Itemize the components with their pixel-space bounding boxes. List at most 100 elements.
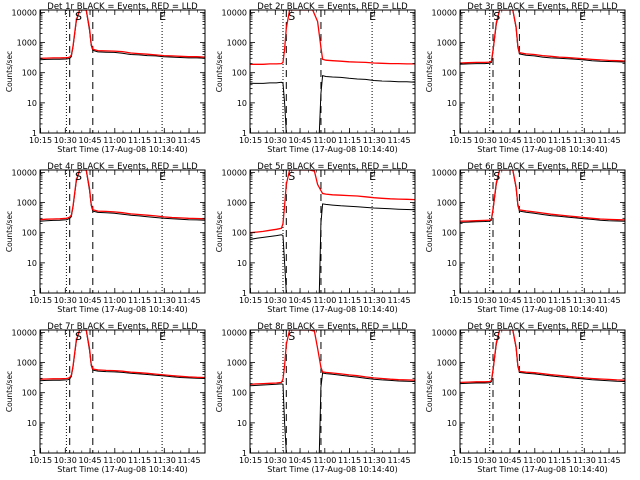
x-tick-label: 10:15	[239, 296, 262, 305]
x-tick-label: 10:15	[29, 296, 52, 305]
x-tick-label: 11:30	[153, 456, 176, 465]
marker-s: S	[288, 10, 295, 23]
x-tick-label: 11:15	[128, 456, 151, 465]
y-tick-label: 1000	[227, 39, 247, 48]
y-tick-label: 10	[237, 259, 247, 268]
panel-title: Det 8r BLACK = Events, RED = LLD	[257, 322, 408, 332]
y-axis-label: Counts/sec	[215, 211, 224, 252]
panel-title: Det 1r BLACK = Events, RED = LLD	[47, 2, 198, 12]
series-group	[460, 330, 625, 385]
series-group	[460, 170, 625, 223]
y-tick-label: 10	[27, 99, 37, 108]
y-axis-label: Counts/sec	[5, 371, 14, 412]
marker-s: S	[493, 10, 500, 23]
x-tick-label: 11:00	[313, 296, 336, 305]
x-tick-label: 11:45	[388, 456, 411, 465]
series-line-lld	[460, 330, 625, 384]
marker-s: S	[75, 330, 82, 343]
marker-s: S	[288, 330, 295, 343]
x-tick-label: 11:15	[548, 456, 571, 465]
panel-title: Det 7r BLACK = Events, RED = LLD	[47, 322, 198, 332]
series-line-events	[250, 372, 415, 453]
panel-title: Det 2r BLACK = Events, RED = LLD	[257, 2, 408, 12]
x-tick-label: 10:45	[79, 456, 102, 465]
x-tick-label: 11:00	[523, 296, 546, 305]
marker-e: E	[579, 10, 586, 23]
y-axis-label: Counts/sec	[215, 371, 224, 412]
y-tick-label: 100	[442, 389, 457, 398]
y-axis-label: Counts/sec	[5, 211, 14, 252]
y-tick-label: 10000	[222, 328, 247, 337]
series-line-events	[460, 170, 625, 223]
series-group	[250, 330, 415, 453]
x-tick-label: 10:15	[239, 136, 262, 145]
y-tick-label: 1	[242, 129, 247, 138]
plot-frame	[459, 329, 626, 454]
plot-frame	[39, 169, 206, 294]
y-tick-label: 1	[242, 289, 247, 298]
x-tick-label: 11:30	[363, 136, 386, 145]
y-axis-label: Counts/sec	[5, 51, 14, 92]
series-line-lld	[250, 10, 415, 65]
x-tick-label: 11:15	[128, 136, 151, 145]
x-tick-label: 10:30	[474, 296, 497, 305]
x-tick-label: 11:45	[178, 136, 201, 145]
marker-e: E	[159, 10, 166, 23]
series-group	[460, 10, 625, 65]
x-tick-label: 11:00	[103, 296, 126, 305]
x-tick-label: 11:00	[313, 136, 336, 145]
x-tick-label: 11:45	[178, 456, 201, 465]
y-tick-label: 1	[32, 449, 37, 458]
marker-e: E	[579, 330, 586, 343]
marker-e: E	[369, 10, 376, 23]
x-axis-label: Start Time (17-Aug-08 10:14:40)	[57, 305, 188, 314]
y-tick-label: 100	[22, 69, 37, 78]
y-tick-label: 10	[27, 259, 37, 268]
y-tick-label: 10000	[432, 8, 457, 17]
x-axis-label: Start Time (17-Aug-08 10:14:40)	[267, 305, 398, 314]
series-line-lld	[40, 330, 205, 380]
series-line-lld	[460, 170, 625, 222]
x-tick-label: 11:00	[103, 456, 126, 465]
panel-title: Det 3r BLACK = Events, RED = LLD	[467, 2, 618, 12]
plot-frame	[39, 329, 206, 454]
marker-e: E	[369, 330, 376, 343]
x-tick-label: 10:30	[264, 296, 287, 305]
panel-title: Det 6r BLACK = Events, RED = LLD	[467, 162, 618, 172]
series-group	[40, 330, 205, 382]
y-axis-label: Counts/sec	[425, 211, 434, 252]
x-tick-label: 11:30	[153, 136, 176, 145]
y-tick-label: 10000	[432, 168, 457, 177]
y-tick-label: 10	[27, 419, 37, 428]
y-tick-label: 100	[232, 389, 247, 398]
x-tick-label: 10:30	[54, 456, 77, 465]
series-line-events	[250, 74, 415, 133]
y-tick-label: 1000	[17, 359, 37, 368]
y-tick-label: 100	[22, 229, 37, 238]
x-tick-label: 10:15	[449, 456, 472, 465]
x-axis-label: Start Time (17-Aug-08 10:14:40)	[477, 465, 608, 474]
y-tick-label: 1000	[437, 199, 457, 208]
y-tick-label: 10000	[432, 328, 457, 337]
x-tick-label: 11:15	[548, 296, 571, 305]
x-tick-label: 10:45	[289, 136, 312, 145]
x-tick-label: 11:15	[338, 296, 361, 305]
marker-e: E	[159, 170, 166, 183]
x-tick-label: 11:45	[598, 136, 621, 145]
marker-s: S	[75, 10, 82, 23]
plot-frame	[249, 9, 416, 134]
marker-e: E	[159, 330, 166, 343]
series-group	[250, 170, 415, 293]
marker-s: S	[493, 170, 500, 183]
marker-s: S	[288, 170, 295, 183]
y-tick-label: 1	[242, 449, 247, 458]
series-line-events	[40, 170, 205, 222]
